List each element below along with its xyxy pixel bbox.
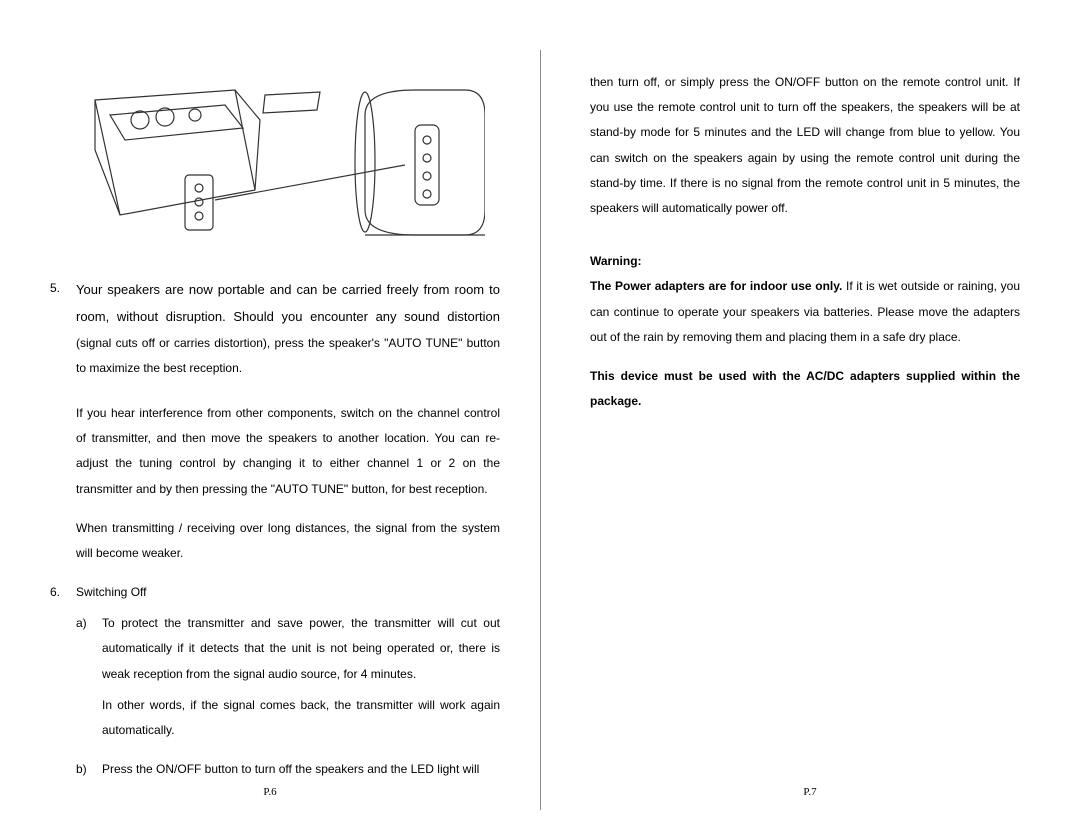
- sub-item-a: a) To protect the transmitter and save p…: [76, 611, 500, 743]
- speaker-illustration: [65, 70, 485, 260]
- page-left: 5. Your speakers are now portable and ca…: [0, 0, 540, 834]
- list-item-6: 6. Switching Off: [50, 580, 500, 605]
- page-right: then turn off, or simply press the ON/OF…: [540, 0, 1080, 834]
- list-item-5: 5. Your speakers are now portable and ca…: [50, 276, 500, 381]
- page-spread: 5. Your speakers are now portable and ca…: [0, 0, 1080, 834]
- sub-b-letter: b): [76, 757, 102, 782]
- interference-paragraph: If you hear interference from other comp…: [76, 401, 500, 502]
- sub-a-text: To protect the transmitter and save powe…: [102, 616, 500, 680]
- warning-paragraph: The Power adapters are for indoor use on…: [590, 274, 1020, 350]
- sub-a-cont: In other words, if the signal comes back…: [102, 698, 500, 737]
- page-number-left: P.6: [263, 781, 276, 804]
- warning-bold: The Power adapters are for indoor use on…: [590, 279, 842, 293]
- item5-body: Your speakers are now portable and can b…: [76, 276, 500, 381]
- adapter-notice: This device must be used with the AC/DC …: [590, 364, 1020, 414]
- item5-tail: (signal cuts off or carries distortion),…: [76, 336, 500, 375]
- distance-paragraph: When transmitting / receiving over long …: [76, 516, 500, 566]
- page-number-right: P.7: [803, 781, 816, 804]
- item6-number: 6.: [50, 580, 76, 605]
- warning-heading: Warning:: [590, 249, 1020, 274]
- item6-title: Switching Off: [76, 580, 500, 605]
- item5-number: 5.: [50, 276, 76, 381]
- sub-b-text: Press the ON/OFF button to turn off the …: [102, 757, 500, 782]
- item5-lead: Your speakers are now portable and can b…: [76, 282, 500, 324]
- sub-item-b: b) Press the ON/OFF button to turn off t…: [76, 757, 500, 782]
- continuation-paragraph: then turn off, or simply press the ON/OF…: [590, 70, 1020, 221]
- sub-a-letter: a): [76, 611, 102, 743]
